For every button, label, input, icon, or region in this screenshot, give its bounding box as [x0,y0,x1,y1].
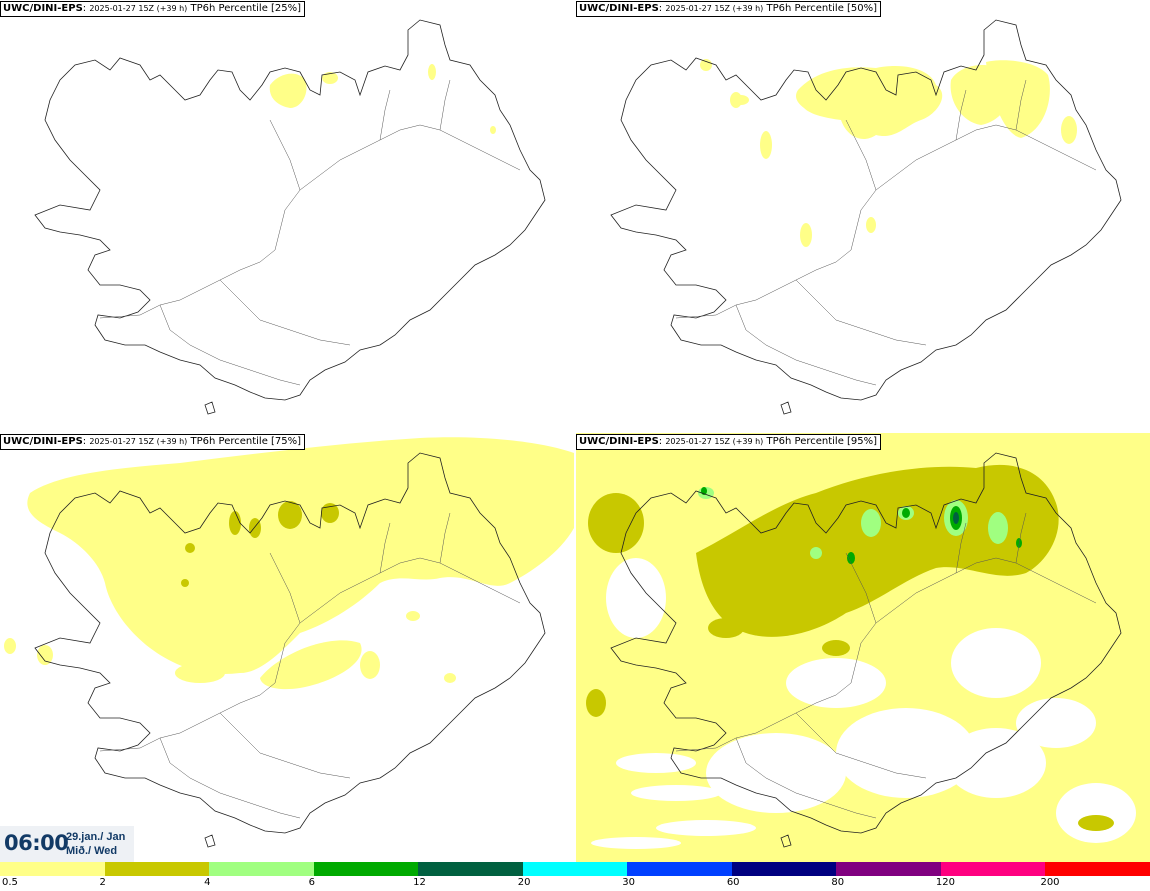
precip-field [576,433,1150,864]
legend-swatch [731,862,837,876]
valid-date: 29.jan./ Jan Mið./ Wed [66,830,125,858]
road-network [99,512,521,819]
legend-tick-label: 12 [413,877,426,888]
legend-tick-label: 120 [935,877,955,888]
legend-swatch [522,862,628,876]
legend-tick-label: 80 [831,877,845,888]
precip-field [700,59,1077,247]
legend-tick-label: 2 [99,877,106,888]
legend-colorbar [0,862,1150,876]
iceland-coastline [610,452,1122,848]
precip-field [269,64,496,134]
legend-tick-label: 4 [204,877,211,888]
precip-map [610,19,1122,415]
iceland-coastline [34,452,546,848]
legend-swatch [313,862,419,876]
iceland-coastline [34,19,546,415]
road-network [99,79,521,386]
precip-field [4,437,574,690]
legend-tick-label: 200 [1040,877,1060,888]
map-panel-p75: UWC/DINI-EPS: 2025-01-27 15Z (+39 h) TP6… [0,433,574,864]
valid-time: 06:00 [4,831,69,855]
panel-title: UWC/DINI-EPS: 2025-01-27 15Z (+39 h) TP6… [0,434,306,450]
legend-tick-label: 30 [622,877,635,888]
legend-swatch [209,862,314,876]
coastline [610,452,1122,848]
legend-swatch [836,862,941,876]
legend-swatch [418,862,523,876]
coastline [34,19,546,415]
road-network [675,79,1097,386]
legend-tick-label: 20 [517,877,531,888]
valid-time-box: 06:00 29.jan./ Jan Mið./ Wed [0,826,134,862]
precip-map [4,437,574,848]
panel-title: UWC/DINI-EPS: 2025-01-27 15Z (+39 h) TP6… [576,1,882,17]
legend-swatch [0,862,105,876]
legend-swatch [104,862,210,876]
map-panel-p95: UWC/DINI-EPS: 2025-01-27 15Z (+39 h) TP6… [576,433,1150,864]
coastline [610,19,1122,415]
map-panel-p50: UWC/DINI-EPS: 2025-01-27 15Z (+39 h) TP6… [576,0,1150,431]
valid-date-line2: Mið./ Wed [66,845,118,857]
legend-tick-label: 0.5 [2,877,18,888]
legend-swatch [627,862,732,876]
legend-swatch [940,862,1046,876]
precip-map [576,433,1150,864]
map-panel-p25: UWC/DINI-EPS: 2025-01-27 15Z (+39 h) TP6… [0,0,574,431]
valid-date-line1: 29.jan./ Jan [66,831,126,843]
precip-map [34,19,546,415]
legend-swatch [1045,862,1150,876]
legend-tick-label: 6 [308,877,315,888]
road-network [675,512,1097,819]
legend-ticks: 0.5 2 4 6 12 20 30 60 80 120 200 [0,876,1150,891]
iceland-coastline [610,19,1122,415]
panel-title: UWC/DINI-EPS: 2025-01-27 15Z (+39 h) TP6… [576,434,882,450]
coastline [34,452,546,848]
legend-tick-label: 60 [726,877,740,888]
panel-title: UWC/DINI-EPS: 2025-01-27 15Z (+39 h) TP6… [0,1,306,17]
